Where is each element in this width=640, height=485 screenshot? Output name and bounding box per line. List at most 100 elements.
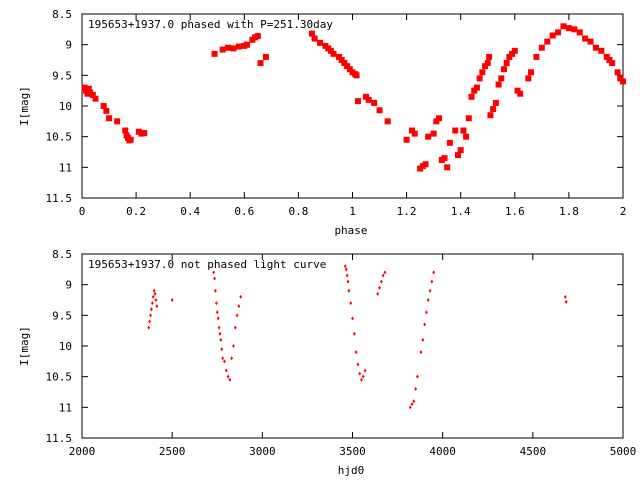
axis-ticks: 0 0.2 0.4 0.6 0.8 1 1.2 1.4 1.6 1.8 2 8.5 9 9.5 10 10.5…: [46, 8, 627, 218]
data-point: [617, 75, 624, 82]
data-point: [484, 60, 491, 67]
data-point: [349, 301, 353, 306]
data-point: [346, 279, 350, 284]
data-point: [517, 90, 524, 97]
data-point: [423, 322, 427, 327]
data-point: [358, 371, 362, 376]
data-point: [217, 325, 221, 330]
data-point: [338, 57, 345, 63]
data-point: [454, 152, 461, 159]
data-point: [353, 72, 360, 79]
data-point: [361, 374, 365, 379]
data-point: [213, 276, 216, 281]
plot-frame: [81, 253, 624, 439]
x-tick-label: 5000: [610, 445, 637, 458]
data-point: [216, 316, 220, 321]
data-point: [218, 331, 222, 336]
data-point: [233, 325, 237, 330]
data-point: [254, 33, 261, 40]
x-tick-label: 0.8: [288, 205, 308, 218]
data-point: [444, 164, 451, 171]
data-point: [495, 81, 502, 88]
data-point: [363, 93, 370, 100]
data-point: [560, 23, 567, 30]
x-tick-label: 0.6: [234, 205, 254, 218]
data-point: [230, 356, 234, 361]
data-point: [432, 270, 436, 275]
data-point: [482, 63, 489, 70]
data-point: [150, 301, 154, 306]
data-point: [354, 350, 358, 355]
data-point: [468, 93, 475, 100]
data-point: [500, 66, 507, 73]
data-point: [341, 60, 348, 67]
data-point: [603, 53, 610, 60]
data-point: [214, 288, 217, 293]
data-point: [106, 115, 113, 122]
data-point: [239, 294, 243, 299]
y-axis-label: I[mag]: [18, 86, 31, 126]
x-axis-label: phase: [334, 224, 367, 237]
y-tick-label: 10: [59, 100, 72, 113]
data-point: [215, 310, 219, 315]
data-point: [219, 337, 223, 342]
data-point: [141, 129, 148, 136]
x-tick-label: 0.2: [126, 205, 146, 218]
x-tick-label: 0.4: [180, 205, 200, 218]
y-tick-label: 11: [59, 161, 72, 174]
data-point: [506, 53, 513, 60]
data-point: [514, 87, 521, 94]
data-point: [383, 270, 387, 275]
data-point: [492, 99, 499, 106]
unphased-plot: 195653+1937.0 not phased light curve hjd…: [18, 248, 636, 477]
data-point: [426, 298, 430, 302]
data-point: [381, 273, 385, 278]
data-point: [410, 402, 414, 407]
data-point: [150, 307, 153, 312]
data-point: [379, 279, 383, 284]
data-point: [344, 267, 348, 272]
data-point: [311, 35, 318, 42]
data-point: [476, 75, 483, 82]
data-point: [525, 75, 532, 82]
data-point: [335, 53, 342, 60]
data-point: [452, 127, 459, 134]
data-point: [365, 96, 372, 103]
data-point: [376, 107, 383, 114]
data-point: [428, 288, 432, 293]
data-point: [620, 78, 626, 85]
data-point: [549, 32, 556, 39]
y-tick-label: 11.5: [46, 432, 73, 445]
data-point: [544, 38, 551, 45]
data-point: [308, 30, 315, 37]
data-point: [511, 47, 518, 54]
data-point: [147, 325, 151, 330]
data-point: [345, 273, 349, 278]
data-points: [147, 264, 568, 410]
data-point: [609, 60, 616, 67]
data-point: [363, 368, 367, 373]
data-points: [81, 23, 626, 172]
y-tick-label: 10.5: [46, 371, 73, 384]
data-point: [486, 53, 493, 60]
y-tick-label: 10: [59, 340, 72, 353]
data-point: [223, 359, 226, 364]
data-point: [555, 29, 562, 36]
y-axis-label: I[mag]: [18, 326, 31, 366]
data-point: [614, 69, 621, 76]
data-point: [422, 161, 429, 168]
x-tick-label: 1.2: [397, 205, 417, 218]
x-tick-label: 3500: [339, 445, 366, 458]
data-point: [576, 29, 583, 36]
y-tick-label: 11: [59, 401, 72, 414]
data-point: [356, 362, 360, 367]
data-point: [153, 291, 157, 296]
data-point: [528, 69, 535, 76]
data-point: [343, 264, 347, 269]
data-point: [148, 319, 152, 324]
data-point: [351, 316, 354, 321]
data-point: [257, 60, 264, 67]
x-tick-label: 1.8: [559, 205, 579, 218]
data-point: [317, 39, 324, 46]
data-point: [473, 84, 480, 91]
